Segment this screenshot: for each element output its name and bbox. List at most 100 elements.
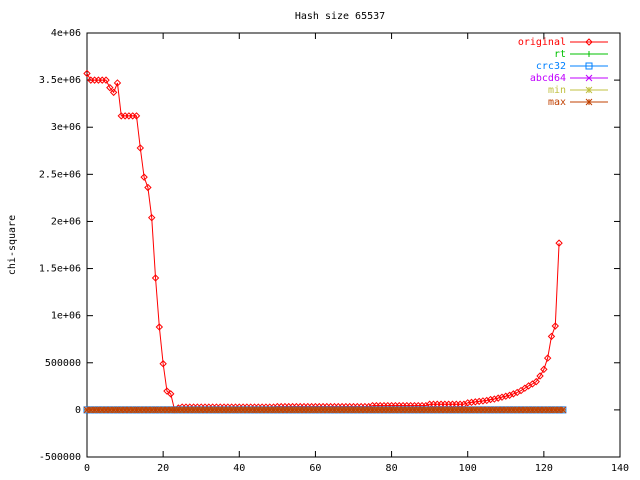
marker	[98, 406, 106, 414]
marker	[551, 322, 559, 330]
marker	[243, 406, 251, 414]
marker	[490, 395, 499, 403]
marker	[201, 406, 209, 414]
marker	[414, 406, 422, 414]
marker	[148, 213, 156, 222]
marker	[102, 406, 110, 414]
legend-label: rt	[554, 49, 566, 60]
marker	[555, 406, 563, 414]
marker	[384, 406, 392, 414]
marker	[224, 406, 232, 414]
marker	[293, 406, 300, 414]
marker	[110, 406, 118, 414]
marker	[296, 406, 304, 414]
marker	[308, 406, 315, 414]
marker	[239, 406, 247, 414]
marker	[106, 406, 114, 414]
marker	[498, 393, 506, 401]
marker	[254, 406, 262, 414]
y-axis-label: chi-square	[7, 215, 18, 275]
legend-marker	[585, 74, 593, 82]
marker	[452, 406, 460, 414]
marker	[277, 406, 285, 414]
marker	[262, 406, 270, 414]
marker	[513, 406, 521, 414]
marker	[403, 406, 411, 414]
marker	[369, 406, 376, 414]
marker	[144, 406, 152, 414]
marker	[95, 406, 102, 414]
marker	[540, 406, 548, 414]
marker	[361, 406, 369, 414]
marker	[399, 406, 407, 414]
y-tick-label: 2.5e+06	[39, 169, 81, 180]
marker	[109, 88, 118, 97]
marker	[323, 406, 331, 414]
marker	[494, 394, 502, 402]
marker	[129, 406, 137, 414]
marker	[464, 406, 472, 414]
marker	[163, 387, 171, 395]
marker	[220, 406, 228, 414]
marker	[437, 406, 445, 414]
y-tick-label: -500000	[39, 452, 81, 463]
marker	[102, 76, 110, 84]
marker	[315, 406, 323, 414]
marker	[87, 406, 95, 414]
marker	[433, 406, 441, 414]
marker	[517, 406, 525, 414]
marker	[525, 406, 532, 414]
marker	[468, 406, 475, 414]
legend-marker	[586, 51, 592, 57]
marker	[475, 406, 483, 414]
x-tick-label: 60	[309, 463, 321, 474]
marker	[132, 112, 141, 120]
marker	[167, 406, 175, 414]
marker	[186, 406, 194, 414]
x-tick-label: 40	[233, 463, 245, 474]
legend-label: abcd64	[530, 73, 566, 84]
marker	[342, 406, 350, 414]
marker	[491, 406, 498, 414]
marker	[543, 354, 552, 362]
marker	[300, 406, 308, 414]
legend-label: original	[518, 37, 566, 48]
legend-label: crc32	[536, 61, 566, 72]
marker	[449, 406, 456, 414]
marker	[395, 406, 403, 414]
marker	[426, 406, 433, 414]
marker	[209, 406, 216, 414]
marker	[510, 406, 517, 414]
marker	[136, 144, 145, 152]
marker	[140, 406, 148, 414]
y-tick-label: 3e+06	[51, 122, 81, 133]
marker	[551, 406, 559, 414]
marker	[548, 406, 555, 414]
marker	[365, 406, 373, 414]
y-tick-label: 2e+06	[51, 216, 81, 227]
marker	[151, 274, 160, 282]
marker	[460, 406, 468, 414]
marker	[114, 406, 121, 414]
marker	[274, 406, 281, 414]
chart-title: Hash size 65537	[295, 11, 385, 22]
marker	[232, 406, 239, 414]
y-tick-label: 4e+06	[51, 28, 81, 39]
legend-marker	[585, 98, 593, 106]
marker	[228, 406, 236, 414]
marker	[190, 406, 197, 414]
marker	[289, 406, 296, 414]
y-tick-label: 3.5e+06	[39, 75, 81, 86]
marker	[331, 406, 338, 414]
marker	[544, 406, 552, 414]
marker	[182, 406, 190, 414]
marker	[536, 372, 544, 380]
marker	[178, 406, 186, 414]
marker	[411, 406, 418, 414]
marker	[353, 406, 361, 414]
marker	[334, 406, 342, 414]
marker	[171, 406, 178, 414]
marker	[281, 406, 289, 414]
x-tick-label: 120	[535, 463, 553, 474]
